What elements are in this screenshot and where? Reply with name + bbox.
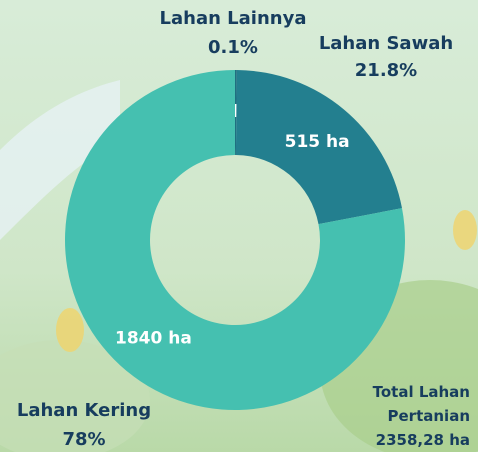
- percent-label: 21.8%: [355, 60, 417, 81]
- value-label: 515 ha: [285, 132, 350, 152]
- total-label: Total Lahan Pertanian: [360, 380, 470, 428]
- category-label: Lahan Sawah: [319, 33, 453, 54]
- total-value: 2358,28 ha: [330, 428, 470, 450]
- total: Total Lahan Pertanian 2358,28 ha: [330, 380, 470, 450]
- decor-flower: [453, 210, 477, 250]
- value-label: 1840 ha: [115, 329, 192, 349]
- total-box: Total Lahan Pertanian 2358,28 ha: [330, 380, 470, 450]
- category-label: Lahan Lainnya: [160, 8, 307, 29]
- chart: 4 ha515 ha1840 ha Lahan Lainnya 0.1% Lah…: [0, 0, 478, 452]
- percent-label: 78%: [62, 429, 105, 450]
- percent-label: 0.1%: [208, 37, 258, 58]
- decor-flower: [56, 308, 84, 352]
- category-label: Lahan Kering: [17, 400, 151, 421]
